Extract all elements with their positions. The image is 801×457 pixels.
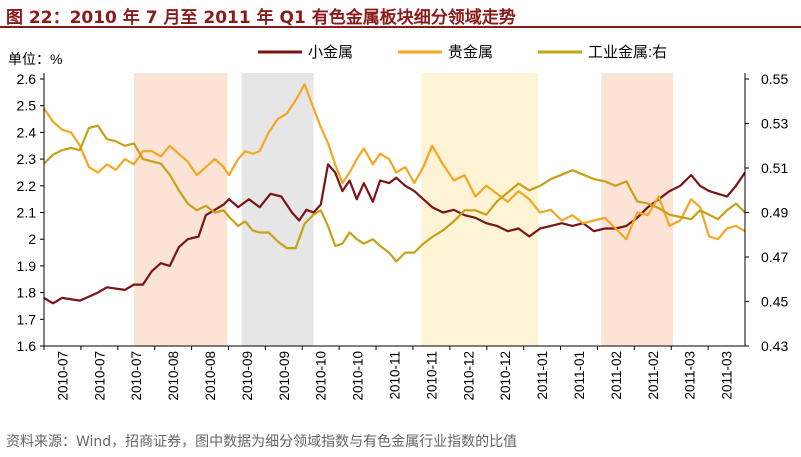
shaded-period-3: [421, 73, 539, 346]
y-right-tick-label: 0.47: [761, 249, 788, 265]
y-left-tick-label: 1.7: [17, 311, 37, 327]
y-right-tick-label: 0.51: [761, 160, 788, 176]
y-left-tick-label: 2.2: [17, 178, 37, 194]
y-left-tick-label: 2.4: [17, 124, 37, 140]
x-tick-label: 2011-03: [720, 351, 735, 400]
x-tick-label: 2010-08: [203, 351, 218, 401]
series-line-2: [43, 83, 746, 241]
x-tick-label: 2010-09: [277, 351, 292, 401]
y-left-tick-label: 2.5: [17, 98, 37, 114]
x-tick-label: 2011-02: [646, 351, 661, 400]
x-tick-label: 2011-01: [535, 351, 550, 400]
y-left-tick-label: 2.6: [17, 71, 37, 87]
y-left-tick-label: 2: [28, 231, 36, 247]
source-note: 资料来源：Wind，招商证券，图中数据为细分领域指数与有色金属行业指数的比值: [6, 434, 518, 450]
y-left-tick-label: 2.1: [17, 205, 37, 221]
y-right-tick-label: 0.49: [761, 205, 788, 221]
series-line-1: [43, 163, 746, 305]
y-right-tick-label: 0.43: [761, 338, 788, 354]
x-tick-label: 2010-11: [424, 351, 439, 400]
x-tick-label: 2011-03: [683, 351, 698, 400]
shaded-periods: [133, 73, 674, 346]
unit-label: 单位：%: [8, 51, 62, 67]
legend-label-3: 工业金属:右: [588, 44, 667, 61]
x-tick-label: 2010-11: [388, 351, 403, 400]
x-tick-label: 2010-12: [461, 351, 476, 401]
y-right-tick-label: 0.45: [761, 294, 788, 310]
axes: 1.6 1.7 1.8 1.9 2 2.1 2.2 2.3 2.4 2.5 2.6 0.43 0.45 0…: [17, 71, 789, 401]
figure-title-bar: 图 22：2010 年 7 月至 2011 年 Q1 有色金属板块细分领域走势: [0, 0, 801, 28]
x-tick-label: 2010-07: [92, 351, 107, 401]
x-tick-label: 2010-08: [166, 351, 181, 401]
series-line-3: [43, 124, 746, 263]
y-left-tick-label: 1.9: [17, 258, 37, 274]
x-tick-label: 2010-07: [55, 351, 70, 401]
y-left-tick-label: 2.3: [17, 151, 37, 167]
chart: 1.6 1.7 1.8 1.9 2 2.1 2.2 2.3 2.4 2.5 2.6 0.43 0.45 0…: [8, 44, 789, 401]
y-left-tick-label: 1.8: [17, 285, 37, 301]
x-tick-label: 2010-10: [351, 351, 366, 401]
x-tick-label: 2010-07: [129, 351, 144, 401]
x-tick-label: 2010-10: [314, 351, 329, 401]
figure-title: 图 22：2010 年 7 月至 2011 年 Q1 有色金属板块细分领域走势: [6, 8, 516, 28]
x-tick-label: 2011-01: [572, 351, 587, 400]
legend: 小金属 贵金属 工业金属:右: [258, 44, 667, 61]
x-tick-label: 2010-09: [240, 351, 255, 401]
series-lines: [43, 83, 746, 305]
x-tick-label: 2011-02: [609, 351, 624, 400]
legend-label-1: 小金属: [308, 44, 353, 61]
x-tick-label: 2010-12: [498, 351, 513, 401]
y-right-tick-label: 0.53: [761, 116, 788, 132]
y-right-tick-label: 0.55: [761, 71, 788, 87]
shaded-period-2: [241, 73, 314, 346]
legend-label-2: 贵金属: [448, 44, 493, 61]
y-left-tick-label: 1.6: [17, 338, 37, 354]
